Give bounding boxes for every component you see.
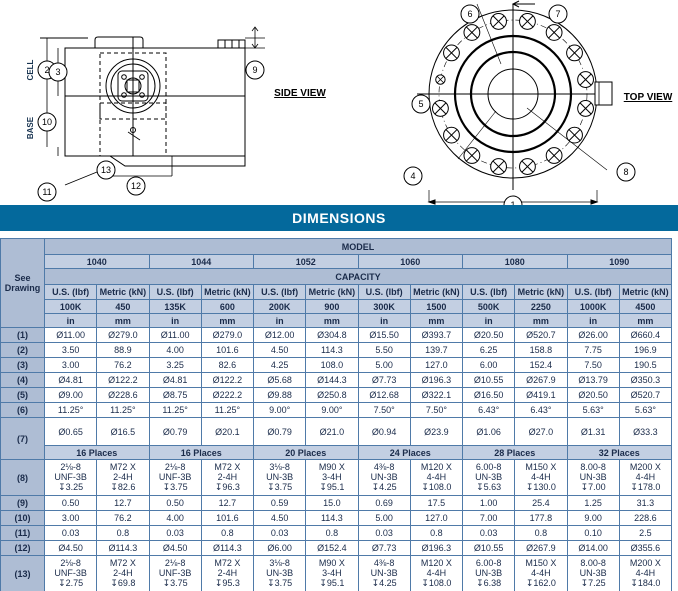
svg-text:12: 12 [131,181,141,191]
svg-text:9: 9 [252,65,257,75]
svg-text:4: 4 [410,171,415,181]
svg-text:SIDE VIEW: SIDE VIEW [274,88,326,99]
svg-text:8: 8 [623,167,628,177]
svg-text:13: 13 [101,165,111,175]
svg-text:10: 10 [42,117,52,127]
svg-text:6: 6 [467,9,472,19]
svg-text:7: 7 [555,9,560,19]
svg-text:CELL: CELL [26,59,35,80]
svg-text:TOP VIEW: TOP VIEW [624,92,673,103]
svg-text:5: 5 [418,99,423,109]
svg-text:3: 3 [55,67,60,77]
svg-text:BASE: BASE [26,116,35,139]
svg-text:11: 11 [42,187,51,197]
